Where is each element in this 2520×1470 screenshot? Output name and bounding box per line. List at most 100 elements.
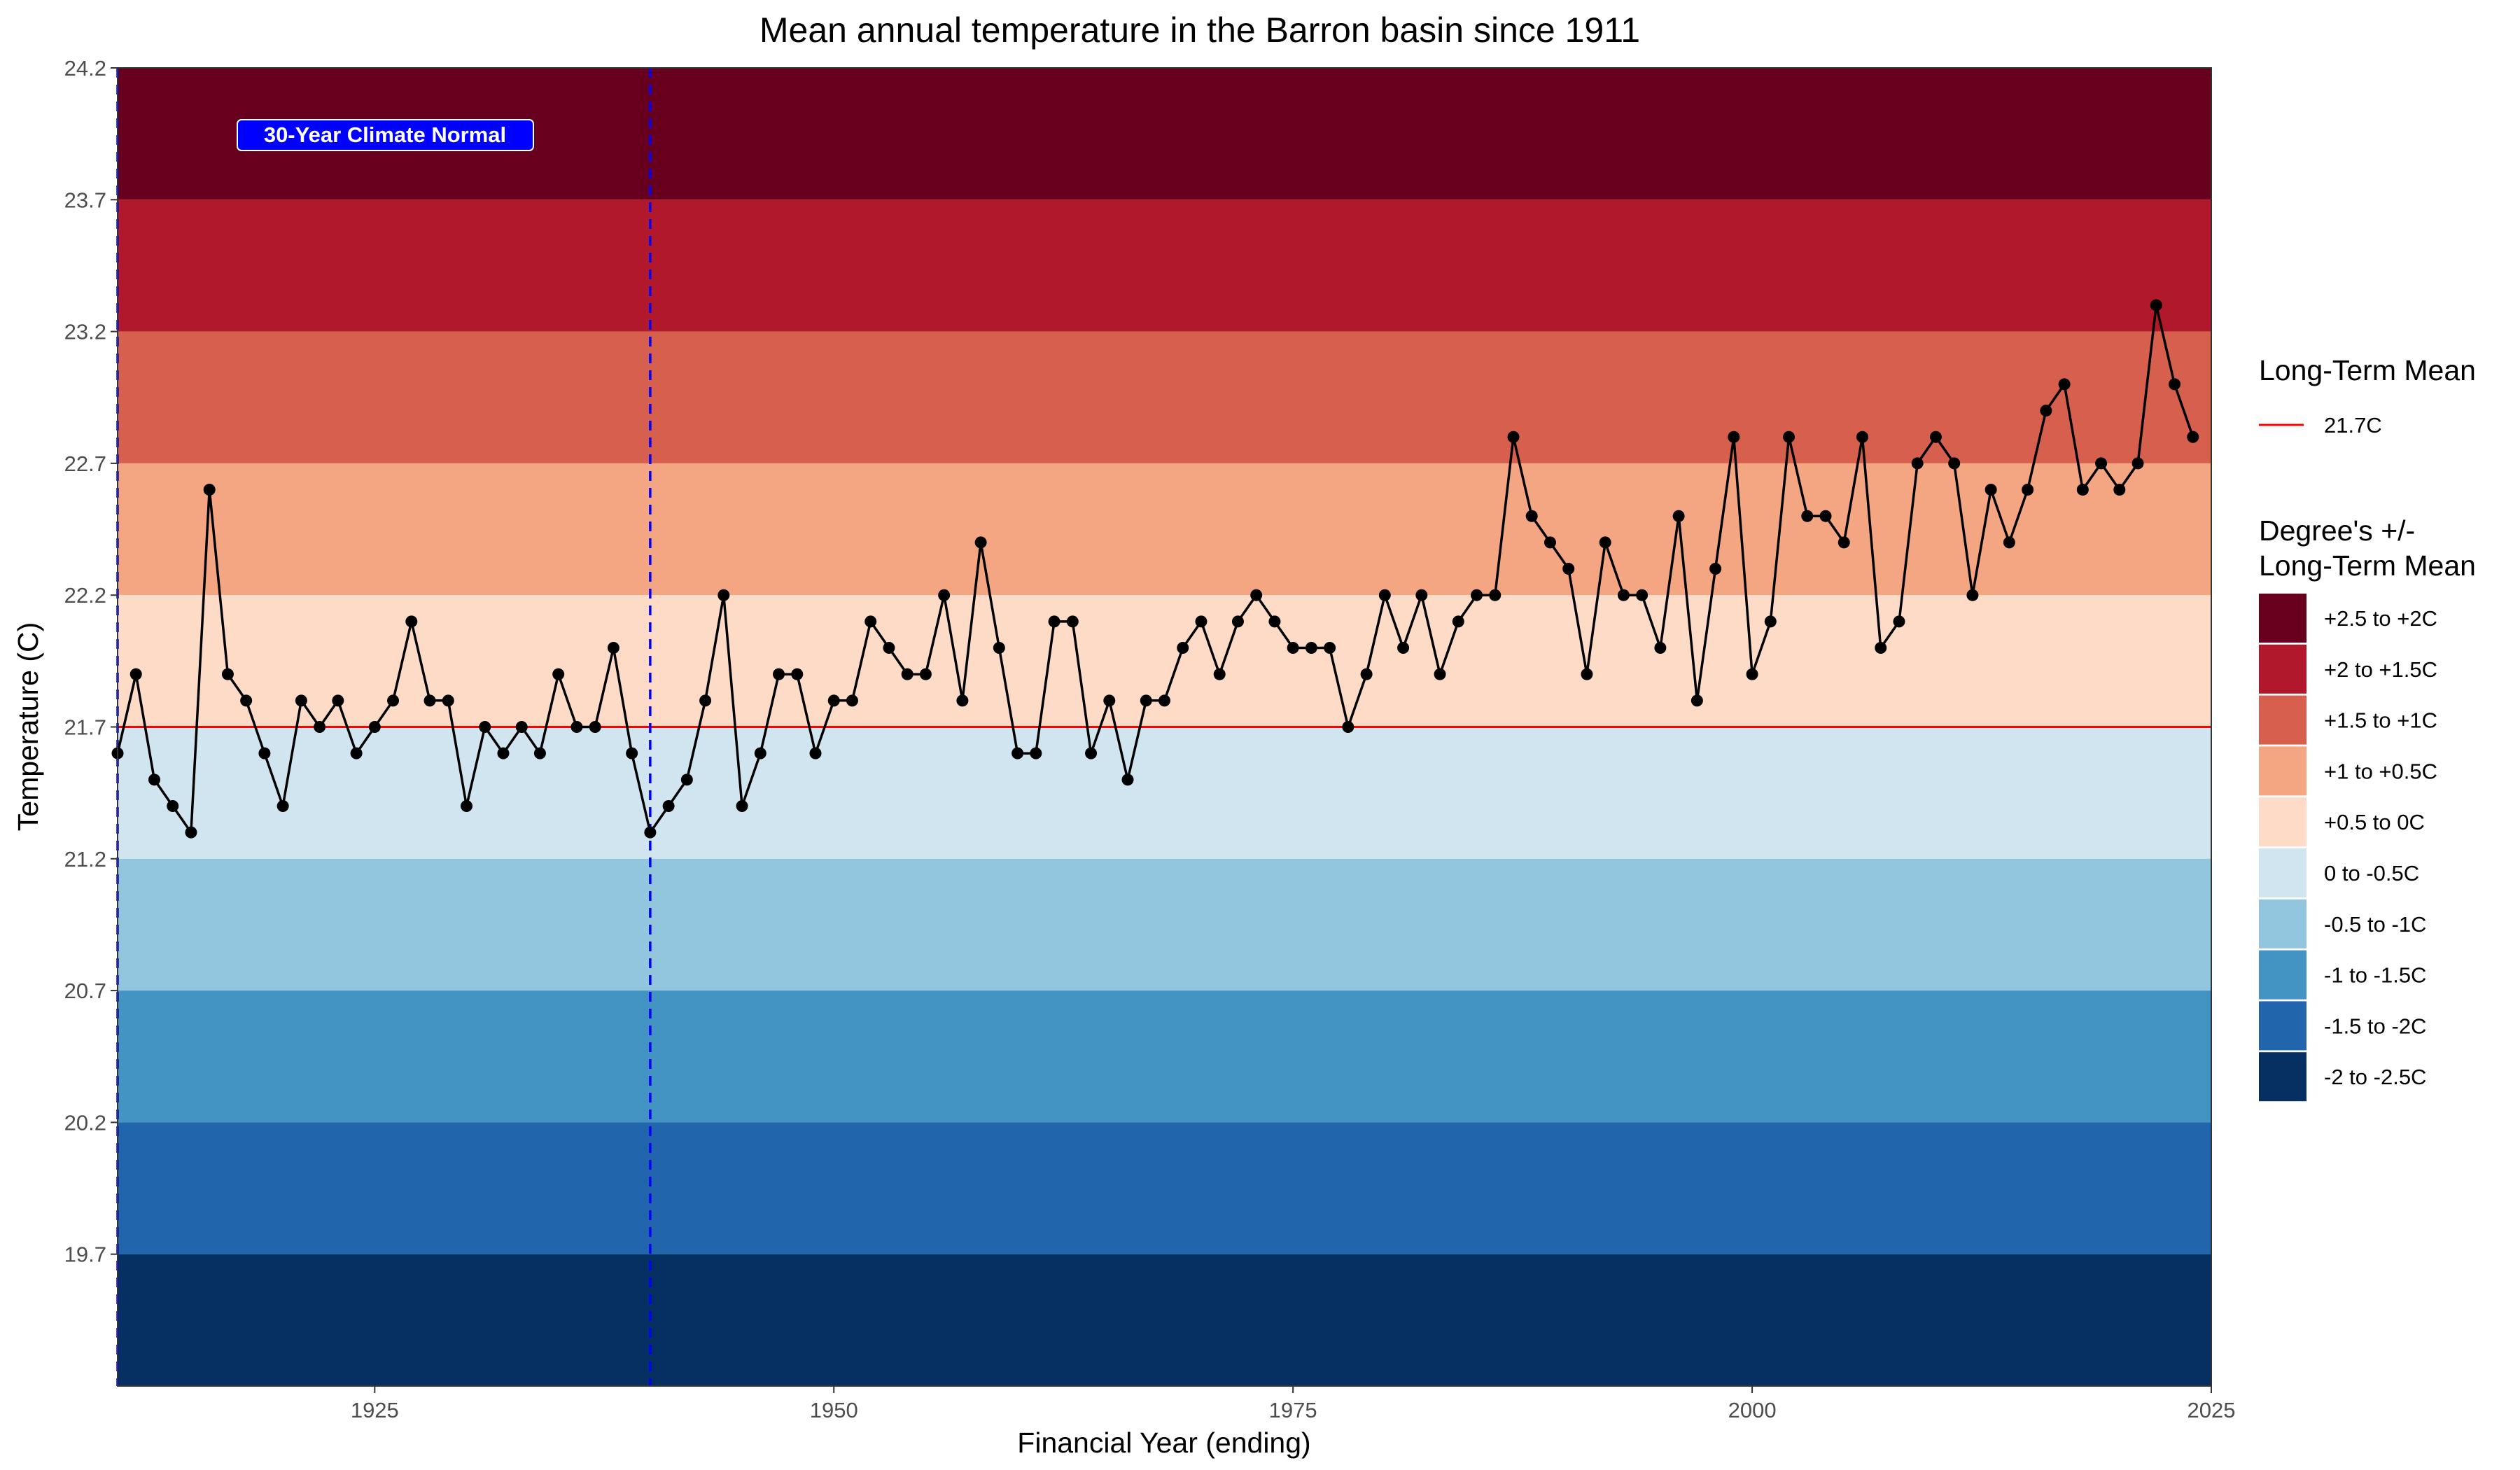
legend-band-swatch-5 bbox=[2259, 848, 2306, 897]
data-point bbox=[167, 799, 179, 812]
data-point bbox=[1617, 589, 1630, 601]
x-tick-label: 2000 bbox=[1728, 1398, 1777, 1422]
legend-bands-title-line2: Long-Term Mean bbox=[2259, 550, 2476, 582]
data-point bbox=[2003, 536, 2015, 549]
data-point bbox=[1746, 668, 1758, 680]
data-point bbox=[2113, 484, 2126, 496]
data-point bbox=[130, 668, 142, 680]
legend-band-label-4: +0.5 to 0C bbox=[2324, 810, 2425, 834]
data-point bbox=[2040, 405, 2052, 417]
data-point bbox=[919, 668, 932, 680]
data-point bbox=[1654, 642, 1667, 654]
x-tick-label: 1925 bbox=[351, 1398, 399, 1422]
data-point bbox=[626, 747, 638, 760]
data-point bbox=[1690, 694, 1703, 707]
y-tick-label: 23.2 bbox=[64, 320, 106, 344]
data-point bbox=[1489, 589, 1502, 601]
data-point bbox=[424, 694, 436, 707]
data-point bbox=[1507, 430, 1520, 443]
data-point bbox=[1819, 510, 1832, 522]
data-point bbox=[754, 747, 766, 760]
data-point bbox=[1709, 563, 1722, 575]
data-point bbox=[2132, 457, 2144, 470]
data-point bbox=[809, 747, 822, 760]
data-point bbox=[2187, 430, 2199, 443]
data-point bbox=[956, 694, 969, 707]
data-point bbox=[479, 721, 491, 733]
data-point bbox=[1837, 536, 1850, 549]
data-point bbox=[1305, 642, 1317, 654]
data-point bbox=[332, 694, 344, 707]
legend-band-label-1: +2 to +1.5C bbox=[2324, 657, 2437, 682]
data-point bbox=[680, 774, 693, 786]
data-point bbox=[350, 747, 363, 760]
data-point bbox=[1140, 694, 1152, 707]
climate-normal-annotation: 30-Year Climate Normal bbox=[237, 119, 534, 151]
data-point bbox=[589, 721, 601, 733]
y-tick-label: 22.2 bbox=[64, 583, 106, 608]
legend-band-swatch-9 bbox=[2259, 1052, 2306, 1102]
data-point bbox=[1324, 642, 1336, 654]
data-point bbox=[1764, 615, 1777, 628]
data-point bbox=[1948, 457, 1961, 470]
data-point bbox=[1030, 747, 1042, 760]
temperature-series bbox=[111, 299, 2199, 839]
band-1 bbox=[118, 200, 2211, 332]
y-tick-label: 20.2 bbox=[64, 1110, 106, 1135]
band-4 bbox=[118, 595, 2211, 727]
data-point bbox=[1066, 615, 1079, 628]
data-point bbox=[314, 721, 326, 733]
data-point bbox=[1103, 694, 1116, 707]
data-point bbox=[1984, 484, 1997, 496]
legend-band-label-0: +2.5 to +2C bbox=[2324, 606, 2437, 631]
data-point bbox=[1801, 510, 1814, 522]
data-point bbox=[1875, 642, 1887, 654]
data-point bbox=[644, 826, 657, 839]
data-point bbox=[1342, 721, 1354, 733]
legend-band-label-5: 0 to -0.5C bbox=[2324, 861, 2419, 886]
data-point bbox=[368, 721, 381, 733]
data-point bbox=[974, 536, 987, 549]
data-point bbox=[1893, 615, 1905, 628]
data-point bbox=[1452, 615, 1464, 628]
data-point bbox=[1856, 430, 1868, 443]
data-point bbox=[1195, 615, 1208, 628]
data-point bbox=[258, 747, 271, 760]
legend-band-swatch-1 bbox=[2259, 644, 2306, 694]
legend-band-swatch-4 bbox=[2259, 797, 2306, 847]
legend-band-label-9: -2 to -2.5C bbox=[2324, 1065, 2426, 1089]
data-point bbox=[1434, 668, 1446, 680]
legend-band-label-7: -1 to -1.5C bbox=[2324, 963, 2426, 988]
band-9 bbox=[118, 1254, 2211, 1386]
band-5 bbox=[118, 727, 2211, 859]
band-8 bbox=[118, 1122, 2211, 1254]
data-point bbox=[718, 589, 730, 601]
data-point bbox=[276, 799, 289, 812]
data-point bbox=[2150, 299, 2162, 312]
legend-band-label-6: -0.5 to -1C bbox=[2324, 912, 2426, 937]
data-point bbox=[552, 668, 565, 680]
data-point bbox=[1783, 430, 1795, 443]
data-point bbox=[515, 721, 528, 733]
data-point bbox=[1048, 615, 1060, 628]
legend-mean-label: 21.7C bbox=[2324, 413, 2382, 438]
data-point bbox=[1929, 430, 1942, 443]
data-point bbox=[1966, 589, 1979, 601]
legend-band-swatch-3 bbox=[2259, 746, 2306, 796]
data-point bbox=[736, 799, 748, 812]
data-point bbox=[1672, 510, 1685, 522]
data-point bbox=[1177, 642, 1189, 654]
legend-band-label-3: +1 to +0.5C bbox=[2324, 759, 2437, 783]
data-point bbox=[1636, 589, 1648, 601]
data-point bbox=[1250, 589, 1263, 601]
data-point bbox=[295, 694, 307, 707]
data-point bbox=[1415, 589, 1428, 601]
data-point bbox=[1011, 747, 1024, 760]
data-point bbox=[1121, 774, 1134, 786]
data-point bbox=[1360, 668, 1373, 680]
legend-band-label-8: -1.5 to -2C bbox=[2324, 1014, 2426, 1038]
legend-band-swatch-7 bbox=[2259, 950, 2306, 1000]
data-point bbox=[1213, 668, 1226, 680]
data-point bbox=[570, 721, 583, 733]
